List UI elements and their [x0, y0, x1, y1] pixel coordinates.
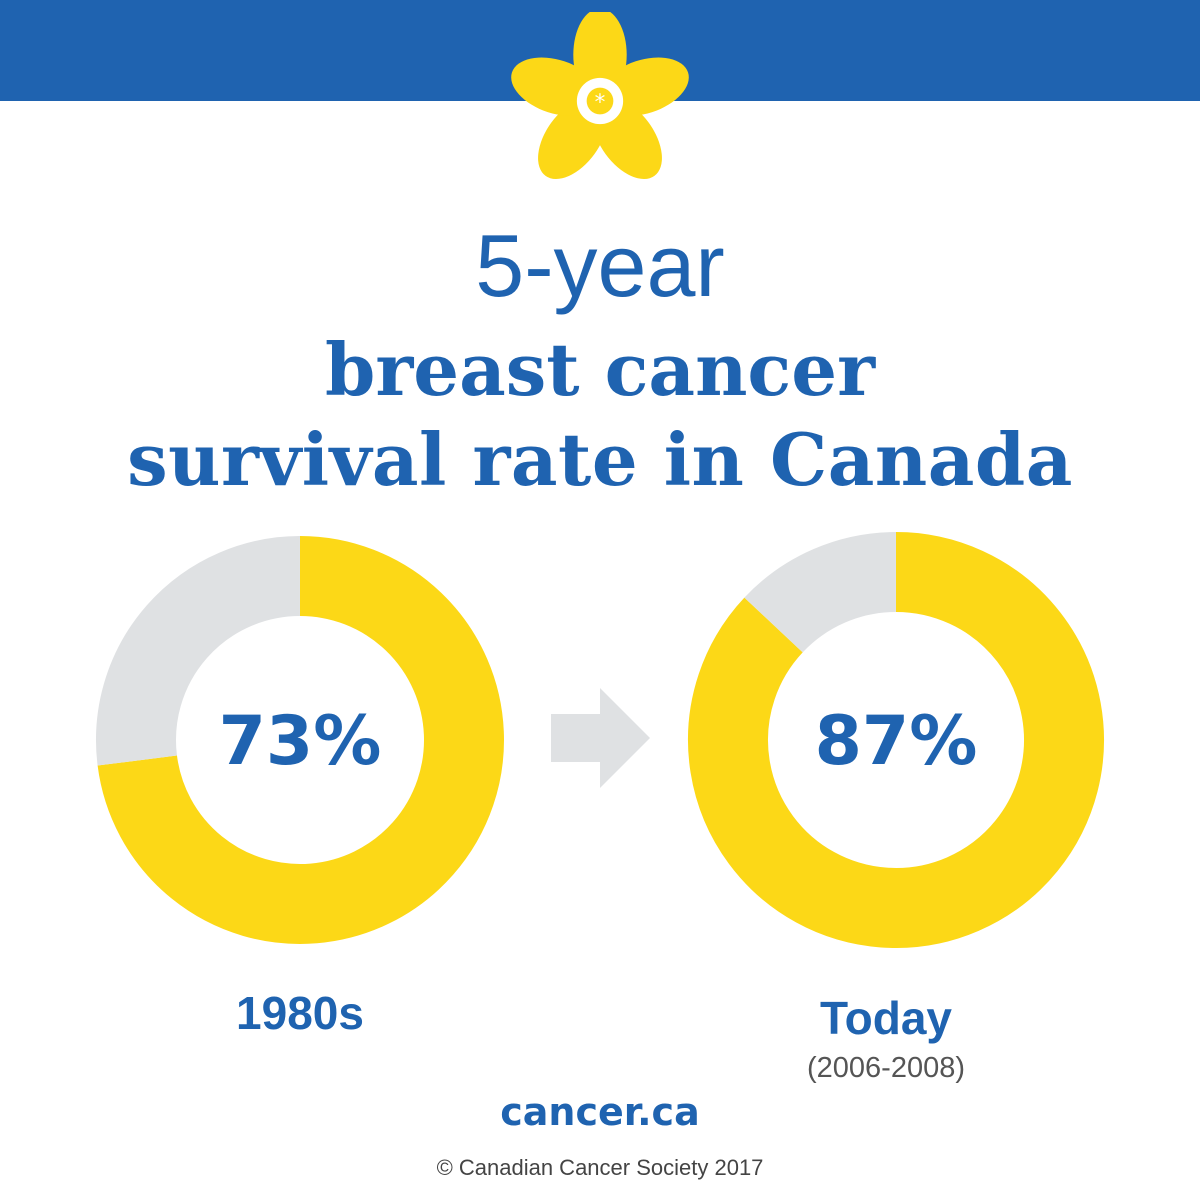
donut-chart-today: 87%	[688, 532, 1104, 948]
donut-slice-remainder-1980s	[96, 536, 301, 766]
donut-center-label-1980s: 73%	[219, 702, 382, 781]
arrow-right-icon	[551, 688, 650, 788]
svg-text:*: *	[595, 90, 606, 115]
donut-chart-1980s: 73%	[96, 536, 504, 944]
donut-slice-remainder-today	[744, 532, 898, 654]
daffodil-icon: *	[511, 12, 689, 180]
copyright-text: © Canadian Cancer Society 2017	[436, 1155, 764, 1180]
donut-center-label-today: 87%	[815, 702, 978, 781]
chart-title-line1: 5-year	[475, 216, 725, 315]
category-label-today: Today	[819, 992, 953, 1044]
website-url: cancer.ca	[500, 1090, 700, 1134]
category-sublabel-today: (2006-2008)	[807, 1052, 965, 1084]
donut-slice-value-today	[688, 532, 1104, 948]
chart-title-line2: breast cancer	[324, 327, 876, 412]
donut-slice-value-1980s	[97, 536, 504, 944]
chart-title-line3: survival rate in Canada	[127, 417, 1073, 502]
category-label-1980s: 1980s	[236, 987, 364, 1039]
